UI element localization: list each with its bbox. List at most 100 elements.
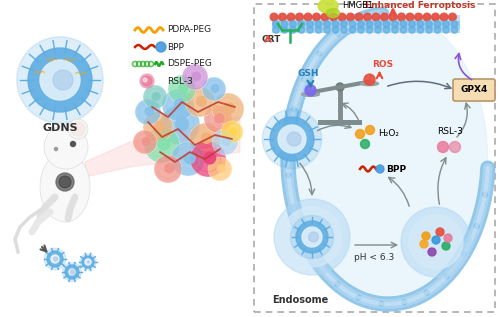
Circle shape	[336, 31, 340, 36]
Circle shape	[444, 234, 452, 242]
Circle shape	[196, 96, 206, 106]
Circle shape	[68, 119, 88, 139]
Circle shape	[65, 265, 79, 279]
Circle shape	[282, 207, 342, 267]
Circle shape	[212, 93, 244, 125]
Circle shape	[204, 152, 216, 164]
Circle shape	[218, 165, 225, 172]
Circle shape	[292, 205, 296, 210]
Circle shape	[366, 126, 374, 134]
Circle shape	[316, 27, 322, 33]
Text: BPP: BPP	[386, 165, 406, 173]
Circle shape	[420, 240, 428, 248]
Circle shape	[143, 85, 167, 109]
Circle shape	[192, 72, 200, 81]
Circle shape	[432, 236, 440, 244]
Circle shape	[262, 109, 322, 169]
Circle shape	[436, 228, 444, 236]
Circle shape	[278, 13, 286, 21]
Circle shape	[17, 37, 103, 123]
Circle shape	[332, 21, 338, 27]
Circle shape	[292, 107, 296, 112]
Circle shape	[154, 121, 164, 131]
Circle shape	[143, 78, 147, 82]
Circle shape	[426, 27, 432, 33]
Circle shape	[162, 89, 194, 121]
Circle shape	[274, 199, 350, 275]
Circle shape	[332, 27, 338, 33]
Text: GSH: GSH	[298, 69, 319, 78]
Circle shape	[54, 147, 58, 151]
Circle shape	[160, 105, 200, 145]
Circle shape	[432, 13, 440, 21]
Circle shape	[302, 227, 322, 247]
Circle shape	[190, 141, 226, 177]
Circle shape	[423, 13, 431, 21]
Circle shape	[71, 122, 85, 136]
Circle shape	[224, 103, 234, 113]
Circle shape	[82, 256, 94, 268]
Circle shape	[474, 223, 479, 229]
Circle shape	[287, 13, 295, 21]
Circle shape	[335, 281, 340, 287]
Circle shape	[221, 121, 243, 143]
Ellipse shape	[40, 152, 90, 222]
Circle shape	[202, 133, 211, 143]
Circle shape	[375, 27, 381, 33]
Text: BPP: BPP	[167, 42, 184, 51]
Circle shape	[434, 27, 440, 33]
Circle shape	[185, 87, 215, 117]
Circle shape	[356, 295, 361, 300]
Circle shape	[366, 21, 372, 27]
Circle shape	[341, 21, 347, 27]
Ellipse shape	[318, 0, 338, 13]
Circle shape	[69, 269, 75, 275]
Text: pH < 6.3: pH < 6.3	[354, 253, 394, 262]
Circle shape	[316, 21, 322, 27]
Circle shape	[70, 141, 76, 146]
Circle shape	[215, 114, 224, 123]
Circle shape	[364, 13, 372, 21]
Text: HMGB1: HMGB1	[342, 2, 373, 10]
Circle shape	[356, 18, 362, 23]
Circle shape	[317, 51, 322, 56]
Circle shape	[356, 130, 364, 139]
Circle shape	[287, 132, 301, 146]
Ellipse shape	[360, 82, 378, 86]
Circle shape	[270, 117, 314, 161]
Circle shape	[316, 262, 322, 266]
Circle shape	[443, 21, 449, 27]
Circle shape	[40, 60, 80, 100]
Circle shape	[418, 21, 424, 27]
Polygon shape	[85, 117, 240, 177]
Circle shape	[28, 48, 92, 112]
Circle shape	[384, 27, 390, 33]
Circle shape	[392, 21, 398, 27]
Circle shape	[440, 13, 448, 21]
Circle shape	[182, 64, 208, 90]
Circle shape	[171, 142, 205, 176]
Circle shape	[341, 27, 347, 33]
Circle shape	[414, 13, 422, 21]
Circle shape	[165, 164, 174, 173]
Circle shape	[400, 27, 406, 33]
Text: Endosome: Endosome	[272, 295, 328, 305]
FancyBboxPatch shape	[254, 4, 495, 312]
Circle shape	[282, 27, 288, 33]
Text: RSL-3: RSL-3	[167, 76, 193, 86]
Circle shape	[366, 27, 372, 33]
Circle shape	[144, 127, 180, 163]
Circle shape	[372, 13, 380, 21]
Circle shape	[305, 85, 316, 96]
Circle shape	[336, 83, 344, 91]
Circle shape	[47, 251, 63, 267]
Circle shape	[384, 21, 390, 27]
Circle shape	[307, 21, 313, 27]
Circle shape	[401, 207, 471, 277]
Text: RSL-3: RSL-3	[437, 127, 463, 137]
Circle shape	[398, 13, 406, 21]
Circle shape	[452, 21, 458, 27]
Circle shape	[438, 141, 448, 152]
Circle shape	[321, 13, 329, 21]
Circle shape	[282, 21, 288, 27]
